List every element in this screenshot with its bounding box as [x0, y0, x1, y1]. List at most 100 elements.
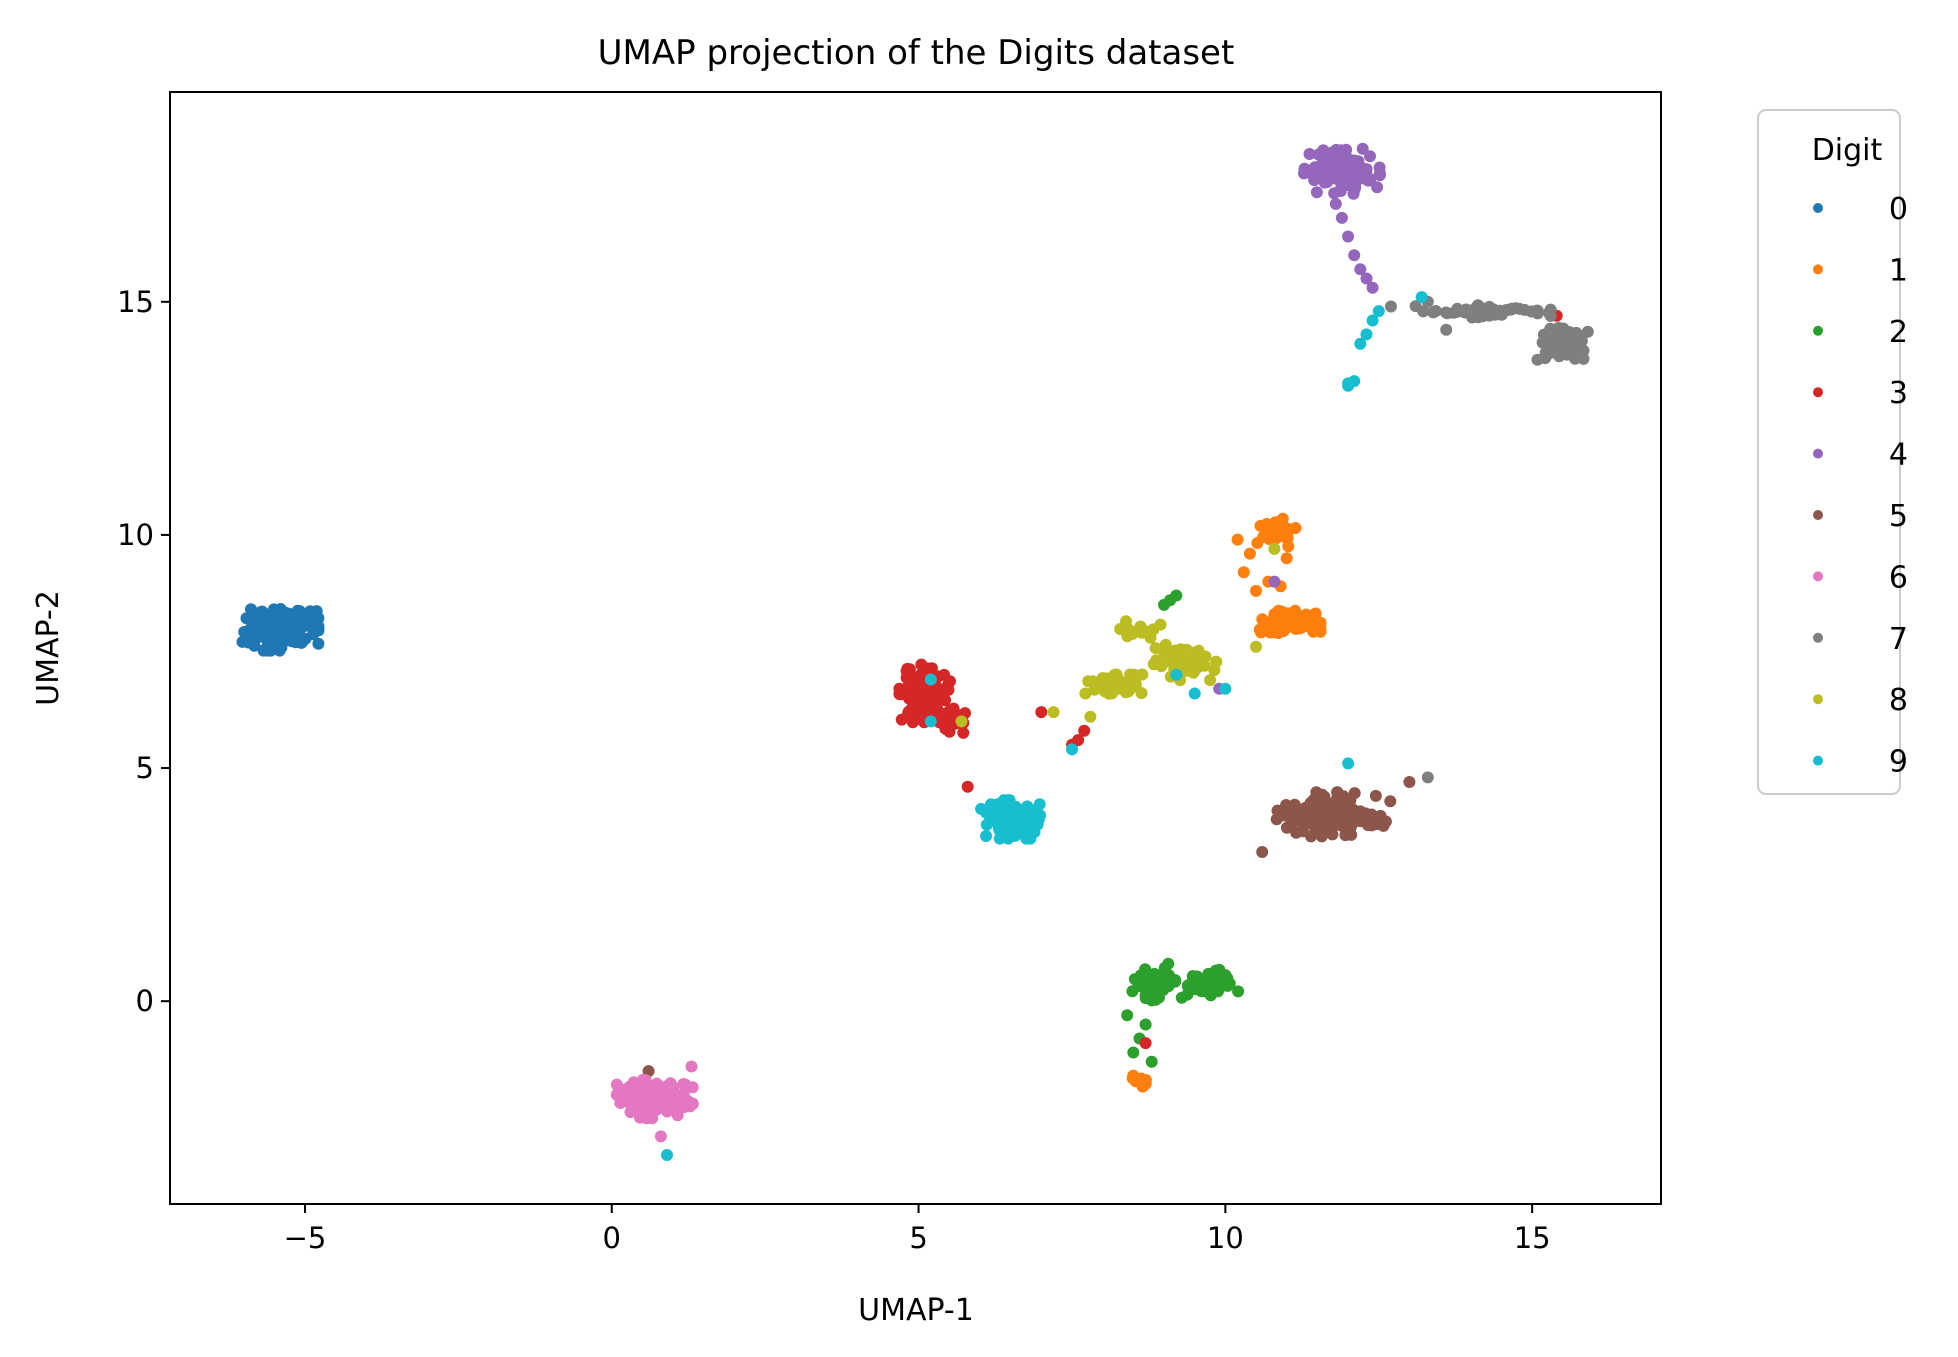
- data-point: [1415, 291, 1428, 304]
- y-tick-label: 15: [117, 285, 154, 319]
- data-point: [1139, 1037, 1152, 1050]
- data-point: [900, 665, 913, 678]
- data-point: [1543, 306, 1556, 319]
- data-point: [1559, 335, 1572, 348]
- data-point: [312, 622, 325, 635]
- data-point: [262, 644, 274, 657]
- data-point: [1335, 211, 1348, 224]
- data-point: [280, 629, 293, 642]
- series-1: [1126, 512, 1327, 1093]
- data-point: [253, 627, 266, 640]
- data-point: [1379, 815, 1392, 828]
- legend-marker: [1813, 632, 1823, 643]
- data-point: [1573, 335, 1586, 348]
- data-point: [312, 637, 325, 650]
- legend-label: 1: [1889, 253, 1908, 288]
- data-point: [957, 726, 970, 739]
- data-point: [1286, 613, 1299, 625]
- data-point: [312, 612, 325, 625]
- data-point: [1243, 547, 1256, 560]
- data-point: [1253, 623, 1266, 636]
- data-point: [1466, 304, 1479, 317]
- data-point: [1332, 169, 1345, 182]
- data-point: [302, 619, 315, 632]
- data-point: [239, 635, 252, 648]
- legend-label: 8: [1889, 683, 1908, 718]
- data-point: [915, 658, 928, 671]
- data-point: [1210, 978, 1222, 991]
- legend-marker: [1813, 203, 1823, 213]
- series-4: [1213, 142, 1386, 695]
- data-point: [1145, 973, 1158, 986]
- data-point: [1127, 1046, 1140, 1059]
- data-point: [1409, 300, 1422, 313]
- data-point: [1332, 796, 1345, 809]
- data-point: [1280, 552, 1293, 565]
- data-point: [944, 675, 956, 688]
- data-point: [1250, 640, 1262, 653]
- legend-label: 3: [1889, 376, 1908, 411]
- data-point: [919, 687, 932, 700]
- data-point: [911, 712, 924, 725]
- data-point: [955, 715, 968, 728]
- data-point: [1033, 798, 1046, 811]
- data-point: [637, 1105, 650, 1118]
- data-point: [1298, 162, 1311, 175]
- data-point: [1421, 771, 1434, 784]
- data-point: [620, 1093, 633, 1106]
- x-tick-label: 5: [909, 1221, 927, 1255]
- data-point: [635, 1096, 648, 1109]
- legend-entries: 0 1 2 3 4 5 6 7 8 9: [1813, 192, 1908, 780]
- data-point: [1282, 540, 1295, 553]
- data-point: [1366, 314, 1379, 327]
- data-point: [1340, 153, 1353, 166]
- x-tick-label: 10: [1207, 1221, 1244, 1255]
- data-point: [1581, 325, 1594, 338]
- data-point: [639, 1074, 652, 1087]
- legend-marker: [1813, 755, 1823, 766]
- data-point: [1169, 644, 1182, 657]
- data-point: [1328, 819, 1341, 832]
- x-tick-label: 0: [603, 1221, 621, 1255]
- data-point: [1298, 818, 1311, 831]
- data-point: [1384, 795, 1397, 808]
- data-point: [902, 689, 915, 701]
- data-point: [1360, 272, 1373, 285]
- data-point: [991, 798, 1004, 811]
- legend-label: 2: [1889, 315, 1908, 350]
- data-point: [1403, 776, 1416, 788]
- data-point: [1121, 1009, 1134, 1022]
- data-point: [939, 722, 952, 735]
- data-point: [1170, 668, 1183, 681]
- y-axis-label: UMAP-2: [31, 590, 66, 706]
- series-0: [236, 603, 325, 657]
- data-point: [980, 818, 993, 831]
- legend-marker: [1813, 571, 1823, 582]
- data-point: [1122, 685, 1135, 698]
- data-point: [1488, 308, 1501, 321]
- data-point: [661, 1149, 673, 1161]
- data-point: [1342, 230, 1355, 243]
- data-point: [1556, 346, 1569, 359]
- data-point: [931, 698, 944, 710]
- data-point: [250, 607, 263, 620]
- data-point: [244, 622, 257, 635]
- data-point: [1126, 627, 1139, 640]
- data-point: [1147, 623, 1160, 636]
- legend-label: 6: [1889, 560, 1908, 595]
- legend: Digit 0 1 2 3 4 5 6 7 8 9: [1757, 109, 1908, 795]
- data-point: [1371, 181, 1384, 194]
- x-axis-ticks: −5 0 5 10 15: [284, 1204, 1551, 1255]
- data-point: [1110, 668, 1123, 681]
- x-tick-label: −5: [284, 1221, 327, 1255]
- data-point: [1281, 527, 1294, 540]
- legend-marker: [1813, 694, 1823, 705]
- data-point: [680, 1080, 693, 1092]
- data-point: [288, 634, 301, 647]
- data-point: [893, 688, 906, 701]
- data-point: [1305, 830, 1317, 843]
- data-point: [941, 712, 954, 725]
- data-point: [1047, 706, 1060, 719]
- data-point: [648, 1081, 661, 1094]
- data-point: [1531, 304, 1544, 317]
